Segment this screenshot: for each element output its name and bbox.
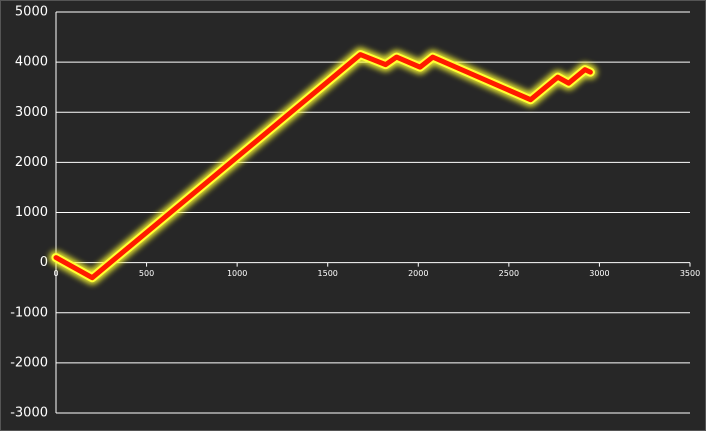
x-tick-label: 1000 [227,269,247,278]
x-tick-label: 3500 [680,269,700,278]
y-tick-label: -1000 [10,305,48,320]
x-tick-label: 0 [53,269,58,278]
line [53,52,593,281]
x-tick-label: 2500 [499,269,519,278]
y-tick-label: 2000 [15,155,48,170]
y-tick-label: -3000 [10,406,48,421]
x-tick-label: 500 [139,269,154,278]
y-tick-label: -2000 [10,355,48,370]
x-tick-label: 2000 [408,269,428,278]
x-tick-label: 3000 [589,269,609,278]
x-tick-label: 1500 [318,269,338,278]
y-tick-label: 0 [40,255,48,270]
y-tick-label: 3000 [15,105,48,120]
y-tick-label: 1000 [15,205,48,220]
y-tick-label: 4000 [15,55,48,70]
y-tick-label: 5000 [15,5,48,20]
